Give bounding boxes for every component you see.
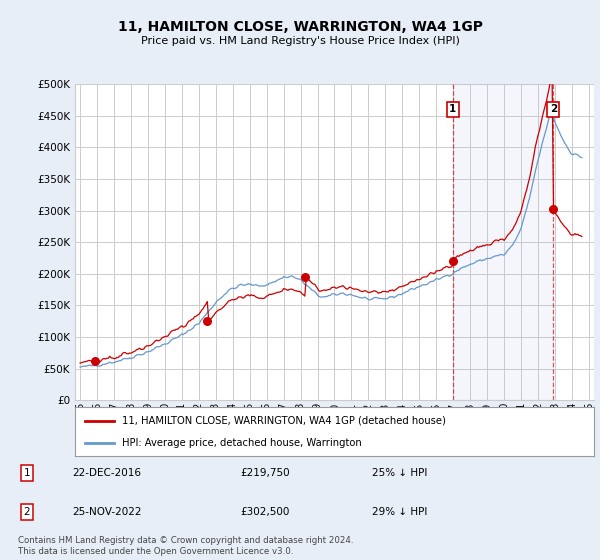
Bar bbox=[453, 84, 553, 400]
Point bbox=[548, 204, 558, 213]
Text: 25-NOV-2022: 25-NOV-2022 bbox=[72, 507, 142, 517]
Text: 1: 1 bbox=[23, 468, 31, 478]
Text: HPI: Average price, detached house, Warrington: HPI: Average price, detached house, Warr… bbox=[122, 438, 361, 448]
Text: 25% ↓ HPI: 25% ↓ HPI bbox=[372, 468, 427, 478]
Text: Price paid vs. HM Land Registry's House Price Index (HPI): Price paid vs. HM Land Registry's House … bbox=[140, 36, 460, 46]
Text: 2: 2 bbox=[23, 507, 31, 517]
Text: 1: 1 bbox=[449, 104, 457, 114]
Text: Contains HM Land Registry data © Crown copyright and database right 2024.
This d: Contains HM Land Registry data © Crown c… bbox=[18, 536, 353, 556]
Text: £219,750: £219,750 bbox=[240, 468, 290, 478]
Point bbox=[448, 257, 458, 266]
Point bbox=[300, 273, 310, 282]
Text: 11, HAMILTON CLOSE, WARRINGTON, WA4 1GP: 11, HAMILTON CLOSE, WARRINGTON, WA4 1GP bbox=[118, 20, 482, 34]
Text: 22-DEC-2016: 22-DEC-2016 bbox=[72, 468, 141, 478]
Point bbox=[91, 357, 100, 366]
Text: 11, HAMILTON CLOSE, WARRINGTON, WA4 1GP (detached house): 11, HAMILTON CLOSE, WARRINGTON, WA4 1GP … bbox=[122, 416, 446, 426]
Point bbox=[202, 317, 212, 326]
Text: 2: 2 bbox=[550, 104, 557, 114]
Text: £302,500: £302,500 bbox=[240, 507, 289, 517]
Text: 29% ↓ HPI: 29% ↓ HPI bbox=[372, 507, 427, 517]
